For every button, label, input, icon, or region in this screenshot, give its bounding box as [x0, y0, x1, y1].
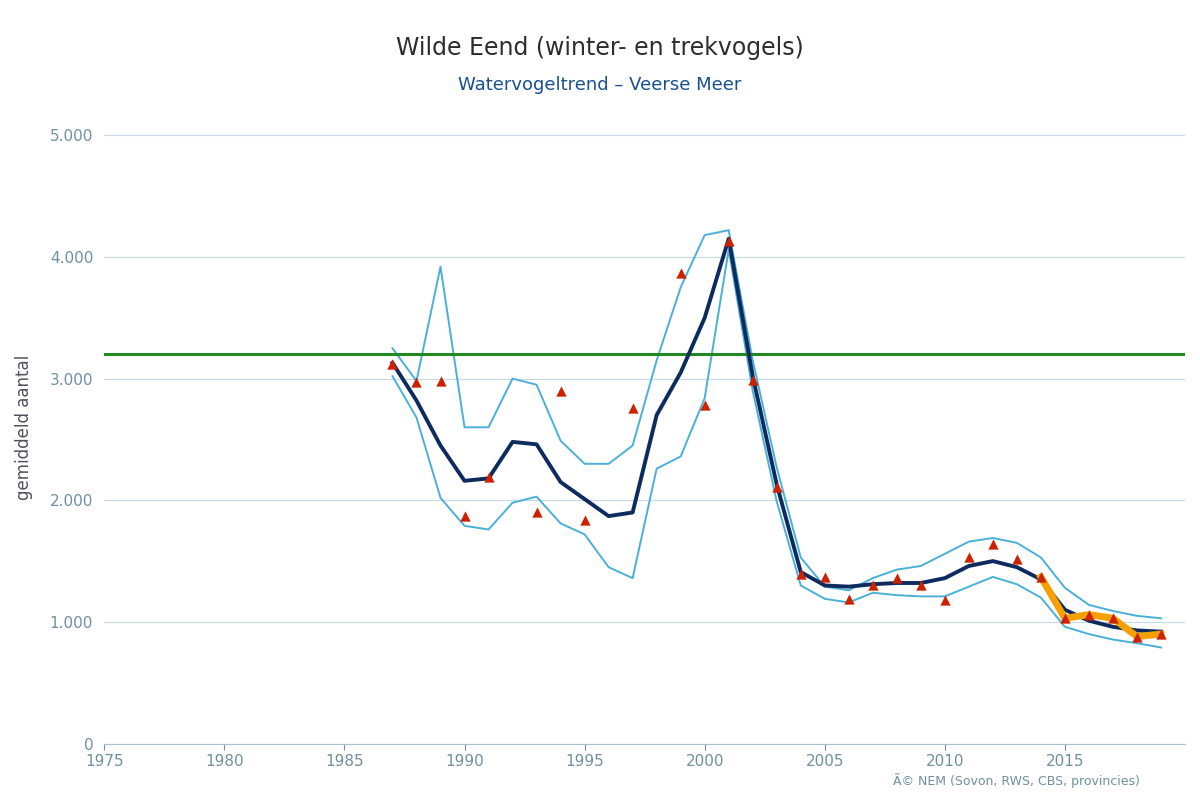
Y-axis label: gemiddeld aantal: gemiddeld aantal: [14, 354, 34, 500]
Point: [1031, 570, 1050, 583]
Point: [959, 551, 978, 564]
Text: Watervogeltrend – Veerse Meer: Watervogeltrend – Veerse Meer: [458, 76, 742, 94]
Text: Ã© NEM (Sovon, RWS, CBS, provincies): Ã© NEM (Sovon, RWS, CBS, provincies): [893, 773, 1140, 788]
Point: [431, 374, 450, 387]
Point: [479, 470, 498, 483]
Point: [695, 399, 714, 412]
Point: [1079, 608, 1098, 621]
Point: [887, 572, 906, 585]
Point: [575, 514, 594, 526]
Point: [623, 402, 642, 414]
Text: Wilde Eend (winter- en trekvogels): Wilde Eend (winter- en trekvogels): [396, 36, 804, 60]
Point: [1055, 612, 1074, 625]
Point: [671, 266, 690, 279]
Point: [1127, 630, 1146, 643]
Point: [551, 384, 570, 397]
Point: [983, 538, 1002, 550]
Point: [407, 376, 426, 389]
Point: [839, 593, 858, 606]
Point: [911, 579, 930, 592]
Point: [791, 568, 810, 581]
Point: [1103, 612, 1122, 625]
Point: [719, 234, 738, 247]
Point: [1151, 628, 1170, 641]
Point: [383, 358, 402, 370]
Point: [1007, 552, 1026, 565]
Point: [815, 570, 834, 583]
Point: [935, 594, 954, 606]
Point: [527, 506, 546, 519]
Point: [455, 510, 474, 522]
Point: [863, 579, 882, 592]
Point: [767, 481, 786, 494]
Point: [743, 374, 762, 386]
